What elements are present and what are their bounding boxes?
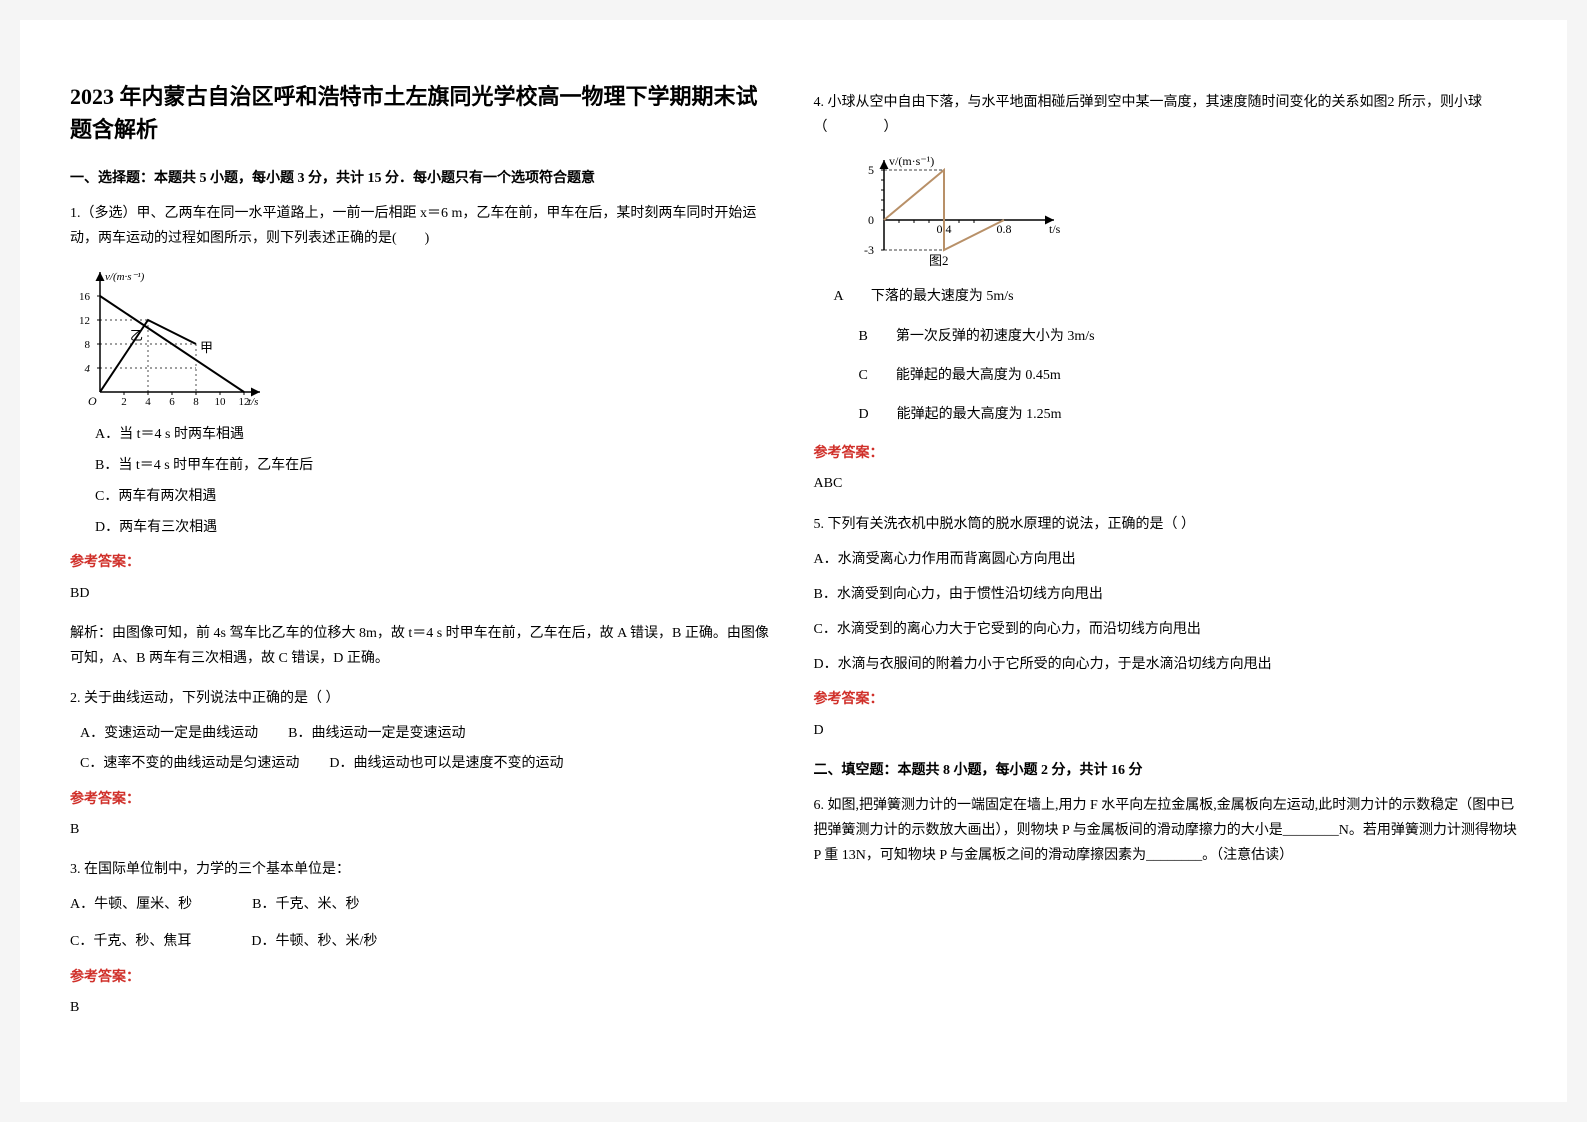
svg-text:0.8: 0.8 xyxy=(996,222,1011,236)
svg-text:t/s: t/s xyxy=(1049,222,1061,236)
svg-text:6: 6 xyxy=(169,396,175,408)
svg-text:8: 8 xyxy=(85,339,91,351)
svg-text:-3: -3 xyxy=(864,243,874,257)
svg-text:2: 2 xyxy=(121,396,127,408)
q3-optA: A．牛顿、厘米、秒 xyxy=(70,892,192,917)
q3-answer-label: 参考答案： xyxy=(70,965,774,990)
svg-text:t/s: t/s xyxy=(248,396,258,408)
left-column: 2023 年内蒙古自治区呼和浩特市土左旗同光学校高一物理下学期期末试题含解析 一… xyxy=(70,80,774,1042)
svg-text:O: O xyxy=(88,394,97,408)
svg-text:12: 12 xyxy=(79,315,90,327)
q5-answer-label: 参考答案： xyxy=(814,687,1518,712)
svg-text:16: 16 xyxy=(79,291,91,303)
q4-optA: A 下落的最大速度为 5m/s xyxy=(834,284,1518,309)
q3-optD: D．牛顿、秒、米/秒 xyxy=(251,929,377,954)
svg-text:10: 10 xyxy=(215,396,227,408)
q2-optD: D．曲线运动也可以是速度不变的运动 xyxy=(329,751,563,776)
q4-optD: D 能弹起的最大高度为 1.25m xyxy=(834,402,1518,427)
q1-optD: D．两车有三次相遇 xyxy=(95,515,774,540)
q3-answer: B xyxy=(70,995,774,1020)
svg-text:4: 4 xyxy=(85,363,91,375)
q1-stem: 1.（多选）甲、乙两车在同一水平道路上，一前一后相距 x＝6 m，乙车在前，甲车… xyxy=(70,201,774,251)
q5-answer: D xyxy=(814,718,1518,743)
q5-optB: B．水滴受到向心力，由于惯性沿切线方向甩出 xyxy=(814,582,1518,607)
q3-stem: 3. 在国际单位制中，力学的三个基本单位是： xyxy=(70,857,774,882)
q1-optC: C．两车有两次相遇 xyxy=(95,484,774,509)
q1-optB: B．当 t＝4 s 时甲车在前，乙车在后 xyxy=(95,453,774,478)
section2-header: 二、填空题：本题共 8 小题，每小题 2 分，共计 16 分 xyxy=(814,758,1518,783)
q4-optB: B 第一次反弹的初速度大小为 3m/s xyxy=(834,324,1518,349)
q1-explanation: 解析：由图像可知，前 4s 驾车比乙车的位移大 8m，故 t＝4 s 时甲车在前… xyxy=(70,621,774,671)
q4-optC: C 能弹起的最大高度为 0.45m xyxy=(834,363,1518,388)
q3-optC: C．千克、秒、焦耳 xyxy=(70,929,191,954)
q4-answer-label: 参考答案： xyxy=(814,441,1518,466)
q2-stem: 2. 关于曲线运动，下列说法中正确的是（ ） xyxy=(70,686,774,711)
q1-answer-label: 参考答案： xyxy=(70,550,774,575)
q2-optC: C．速率不变的曲线运动是匀速运动 xyxy=(80,751,299,776)
svg-text:v/(m·s⁻¹): v/(m·s⁻¹) xyxy=(105,271,145,283)
q4-chart: 5 -3 0 0.4 0.8 xyxy=(814,150,1518,270)
q5-optA: A．水滴受离心力作用而背离圆心方向甩出 xyxy=(814,547,1518,572)
q2-optB: B．曲线运动一定是变速运动 xyxy=(288,721,465,746)
svg-text:0: 0 xyxy=(868,213,874,227)
q6-stem: 6. 如图,把弹簧测力计的一端固定在墙上,用力 F 水平向左拉金属板,金属板向左… xyxy=(814,793,1518,869)
q1-optA: A．当 t＝4 s 时两车相遇 xyxy=(95,422,774,447)
svg-text:甲: 甲 xyxy=(200,340,213,355)
svg-text:v/(m·s⁻¹): v/(m·s⁻¹) xyxy=(889,154,934,168)
svg-text:乙: 乙 xyxy=(130,328,143,343)
q2-answer-label: 参考答案： xyxy=(70,787,774,812)
q5-optD: D．水滴与衣服间的附着力小于它所受的向心力，于是水滴沿切线方向甩出 xyxy=(814,652,1518,677)
q3-optB: B．千克、米、秒 xyxy=(252,892,359,917)
q4-answer: ABC xyxy=(814,471,1518,496)
svg-text:8: 8 xyxy=(193,396,199,408)
svg-text:5: 5 xyxy=(868,163,874,177)
svg-text:图2: 图2 xyxy=(929,253,949,268)
q1-answer: BD xyxy=(70,581,774,606)
exam-page: 2023 年内蒙古自治区呼和浩特市土左旗同光学校高一物理下学期期末试题含解析 一… xyxy=(20,20,1567,1102)
right-column: 4. 小球从空中自由下落，与水平地面相碰后弹到空中某一高度，其速度随时间变化的关… xyxy=(814,80,1518,1042)
q5-stem: 5. 下列有关洗衣机中脱水筒的脱水原理的说法，正确的是（ ） xyxy=(814,512,1518,537)
q2-optA: A．变速运动一定是曲线运动 xyxy=(80,721,258,746)
section1-header: 一、选择题：本题共 5 小题，每小题 3 分，共计 15 分．每小题只有一个选项… xyxy=(70,166,774,191)
q2-answer: B xyxy=(70,817,774,842)
q4-stem: 4. 小球从空中自由下落，与水平地面相碰后弹到空中某一高度，其速度随时间变化的关… xyxy=(814,90,1518,140)
q1-chart: 4 8 12 16 2 4 6 8 10 12 xyxy=(70,262,774,412)
q5-optC: C．水滴受到的离心力大于它受到的向心力，而沿切线方向甩出 xyxy=(814,617,1518,642)
svg-text:4: 4 xyxy=(145,396,151,408)
exam-title: 2023 年内蒙古自治区呼和浩特市土左旗同光学校高一物理下学期期末试题含解析 xyxy=(70,80,774,146)
